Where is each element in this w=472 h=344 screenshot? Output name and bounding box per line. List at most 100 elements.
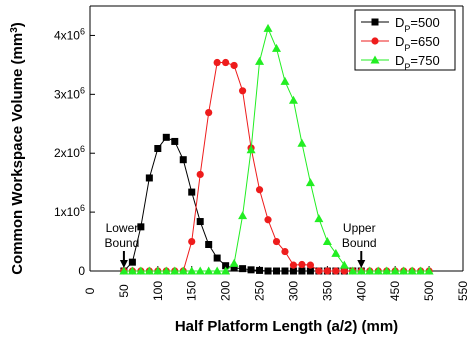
data-point xyxy=(204,266,214,275)
data-point xyxy=(145,174,153,182)
series-1 xyxy=(120,58,433,275)
bound-label-line1: Lower xyxy=(106,221,139,235)
data-point xyxy=(212,266,222,275)
data-point xyxy=(137,223,145,231)
data-point xyxy=(195,266,205,275)
x-tick-label: 100 xyxy=(151,281,165,301)
data-point xyxy=(144,266,154,275)
data-point xyxy=(314,214,324,223)
bound-label-line2: Bound xyxy=(105,236,140,250)
bound-label-line2: Bound xyxy=(342,236,377,250)
data-point xyxy=(323,267,331,275)
data-point xyxy=(281,247,289,256)
x-axis-title: Half Platform Length (a/2) (mm) xyxy=(175,318,398,335)
data-point xyxy=(382,266,392,275)
data-point xyxy=(264,267,272,275)
data-point xyxy=(373,266,383,275)
data-point xyxy=(196,218,204,226)
data-point xyxy=(205,241,213,248)
data-point xyxy=(222,262,230,270)
data-point xyxy=(255,56,265,65)
data-point xyxy=(390,266,400,275)
data-point xyxy=(213,254,221,262)
data-point xyxy=(272,43,281,52)
data-point xyxy=(322,237,332,246)
x-tick-label: 500 xyxy=(422,281,436,301)
data-point xyxy=(128,258,136,266)
data-point xyxy=(280,76,290,85)
data-point xyxy=(170,266,180,275)
series-0 xyxy=(120,133,365,275)
data-point xyxy=(289,261,298,269)
x-tick-label: 250 xyxy=(253,281,267,301)
legend-entry: DP=650 xyxy=(361,34,440,53)
data-point xyxy=(221,266,231,275)
series-2 xyxy=(119,23,434,275)
data-point xyxy=(119,266,129,275)
y-tick-label: 1x106 xyxy=(54,203,85,219)
data-point xyxy=(229,258,239,267)
legend-label: DP=750 xyxy=(395,53,440,72)
data-point xyxy=(298,260,306,269)
data-point xyxy=(339,260,349,269)
data-point xyxy=(306,261,315,269)
data-point xyxy=(154,145,162,153)
y-ticks: 0 1x106 2x106 3x106 4x106 xyxy=(54,26,95,278)
legend-label: DP=650 xyxy=(395,34,440,53)
data-point xyxy=(371,37,379,45)
data-point xyxy=(230,61,238,70)
data-point xyxy=(298,267,306,275)
y-tick-label: 0 xyxy=(78,264,85,278)
data-point xyxy=(178,266,188,275)
data-point xyxy=(273,267,280,275)
data-point xyxy=(424,266,434,275)
data-point xyxy=(255,186,264,194)
data-point xyxy=(127,266,137,275)
data-point xyxy=(239,265,247,273)
data-point xyxy=(153,266,163,275)
x-tick-label: 0 xyxy=(83,287,97,294)
bound-label-line1: Upper xyxy=(343,221,376,235)
data-point xyxy=(188,188,196,196)
data-point xyxy=(136,266,146,275)
x-tick-label: 300 xyxy=(286,281,300,301)
data-point xyxy=(196,170,204,179)
legend-entry: DP=500 xyxy=(361,15,440,34)
y-axis-title-sup: 3 xyxy=(9,27,20,33)
x-tick-label: 400 xyxy=(354,281,368,301)
data-point xyxy=(205,108,213,117)
data-point xyxy=(222,58,230,67)
x-tick-label: 350 xyxy=(320,281,334,301)
data-point xyxy=(179,156,187,164)
data-point xyxy=(407,266,417,275)
data-point xyxy=(356,266,366,275)
data-point xyxy=(288,95,298,104)
legend-entry: DP=750 xyxy=(361,53,440,72)
x-tick-label: 450 xyxy=(388,281,402,301)
data-point xyxy=(315,267,323,275)
bound-arrow-head xyxy=(119,260,128,268)
y-tick-label: 4x106 xyxy=(54,26,85,42)
data-point xyxy=(399,266,409,275)
data-point xyxy=(332,267,340,275)
bound-arrow-head xyxy=(357,260,366,268)
data-point xyxy=(348,266,358,275)
data-point xyxy=(370,55,380,64)
data-point xyxy=(263,23,273,32)
series-line xyxy=(123,136,362,272)
data-point xyxy=(213,58,221,67)
data-point xyxy=(162,133,170,141)
data-point xyxy=(297,138,307,147)
data-point xyxy=(238,87,247,95)
data-point xyxy=(305,178,315,187)
data-point xyxy=(281,267,289,275)
legend-box xyxy=(354,9,456,71)
y-tick-label: 3x106 xyxy=(54,85,85,101)
data-point xyxy=(365,266,375,275)
series-layer xyxy=(119,23,434,275)
data-point xyxy=(306,267,314,275)
